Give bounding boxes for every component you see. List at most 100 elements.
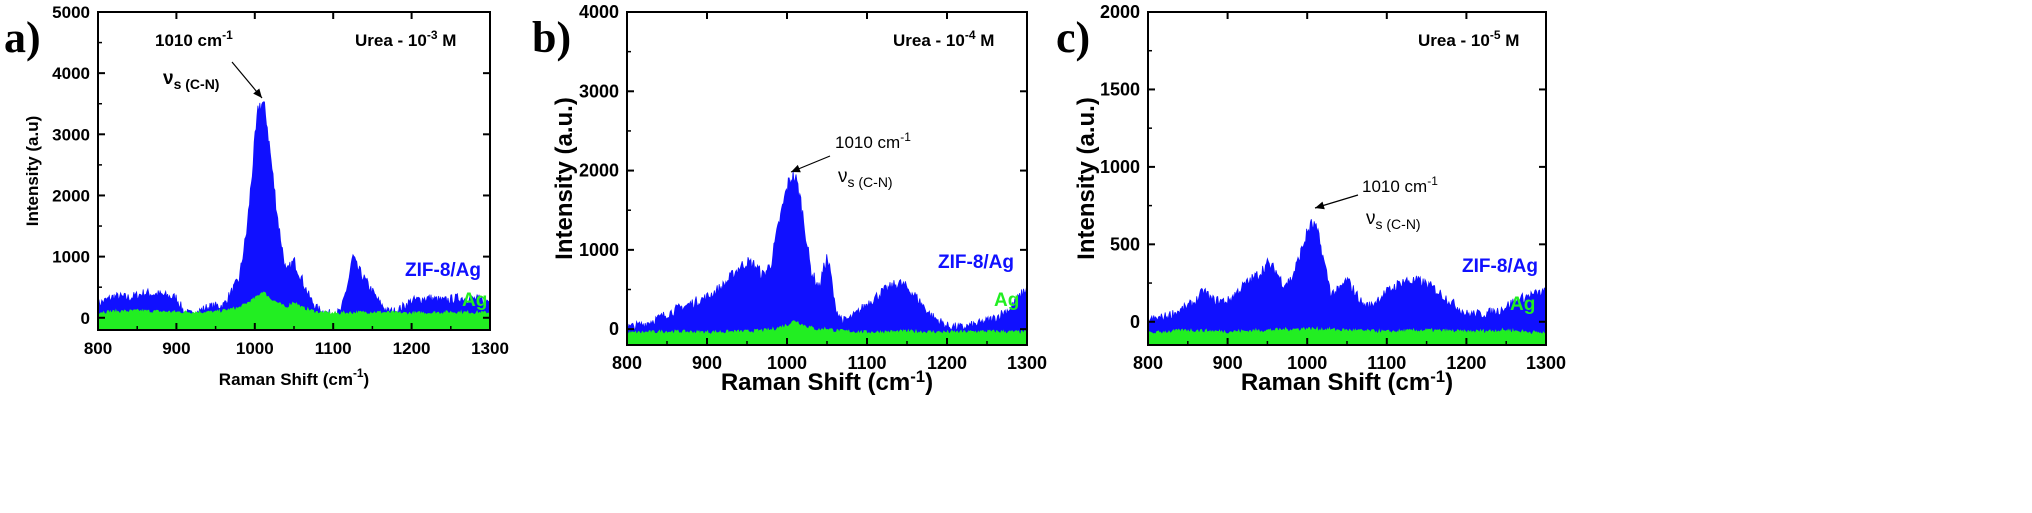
series-area-zif8-ag (626, 171, 1028, 346)
x-tick-label: 1000 (767, 353, 807, 373)
y-tick-label: 2000 (1100, 2, 1140, 22)
peak-mode-sub: s (C-N) (848, 174, 893, 190)
x-tick-label: 1000 (1287, 353, 1327, 373)
peak-wavenumber-sup: -1 (1427, 174, 1438, 188)
condition-text: Urea - 10 (893, 31, 965, 50)
x-tick-label: 1300 (471, 339, 509, 358)
x-axis-label: Raman Shift (cm-1) (219, 366, 369, 389)
peak-wavenumber-sup: -1 (222, 28, 233, 42)
peak-annotation-mode: νs (C-N) (163, 68, 219, 92)
y-tick-label: 1500 (1100, 79, 1140, 99)
x-tick-label: 1300 (1007, 353, 1047, 373)
condition-sup: -3 (427, 28, 438, 42)
x-axis-label-tail: ) (364, 370, 370, 389)
x-axis-label-text: Raman Shift (cm (1241, 369, 1430, 396)
y-tick-label: 5000 (52, 3, 90, 22)
y-tick-label: 0 (81, 309, 90, 328)
y-tick-label: 1000 (1100, 157, 1140, 177)
chart-panel-c: 800 900 1000 1100 1200 1300 0 500 1000 1500 2000 Ra… (1056, 2, 1566, 396)
x-axis-label-tail: ) (1445, 369, 1453, 396)
peak-annotation-wavenumber: 1010 cm-1 (1362, 174, 1438, 196)
peak-wavenumber-sup: -1 (900, 130, 911, 144)
x-tick-label: 800 (612, 353, 642, 373)
condition-tail: M (976, 31, 995, 50)
y-axis-label: Intensity (a.u) (23, 116, 42, 227)
series-label-zif8-ag: ZIF-8/Ag (405, 260, 481, 281)
x-tick-label: 1200 (927, 353, 967, 373)
panel-letter: a) (4, 13, 41, 62)
peak-annotation-mode: νs (C-N) (838, 166, 893, 190)
condition-tail: M (1501, 31, 1520, 50)
condition-text: Urea - 10 (355, 31, 427, 50)
x-tick-label: 1300 (1526, 353, 1566, 373)
peak-mode-nu: ν (838, 166, 848, 187)
condition-sup: -4 (965, 28, 976, 42)
peak-mode-sub: s (C-N) (174, 76, 220, 92)
condition-text: Urea - 10 (1418, 31, 1490, 50)
chart-panel-b: 800 900 1000 1100 1200 1300 0 1000 2000 3000 4000 R… (532, 2, 1047, 396)
peak-mode-sub: s (C-N) (1376, 216, 1421, 232)
y-tick-label: 3000 (52, 125, 90, 144)
series-area-ag (97, 291, 491, 331)
peak-mode-nu: ν (163, 68, 174, 89)
peak-wavenumber-text: 1010 cm (155, 31, 222, 50)
condition-tail: M (438, 31, 457, 50)
series-area-zif8-ag (97, 101, 491, 331)
x-axis-label: Raman Shift (cm-1) (721, 367, 933, 396)
x-axis-label-sup: -1 (353, 366, 364, 380)
peak-arrow-head (1315, 201, 1325, 210)
y-axis-label: Intensity (a.u.) (1073, 97, 1100, 260)
x-axis-label-text: Raman Shift (cm (219, 370, 353, 389)
peak-wavenumber-text: 1010 cm (1362, 177, 1427, 196)
series-label-ag: Ag (994, 290, 1019, 311)
x-tick-label: 900 (692, 353, 722, 373)
x-axis-label-text: Raman Shift (cm (721, 369, 910, 396)
series-area-zif8-ag (1147, 219, 1547, 346)
peak-arrow-head (253, 88, 262, 98)
panel-letter: c) (1056, 13, 1090, 62)
x-tick-label: 1100 (315, 339, 352, 358)
condition-label: Urea - 10-5 M (1418, 28, 1519, 50)
peak-annotation-wavenumber: 1010 cm-1 (835, 130, 911, 152)
series-area-ag (626, 320, 1028, 346)
x-tick-label: 800 (1133, 353, 1163, 373)
peak-mode-nu: ν (1366, 208, 1376, 229)
y-tick-label: 0 (1130, 312, 1140, 332)
y-tick-label: 0 (609, 319, 619, 339)
peak-annotation-mode: νs (C-N) (1366, 208, 1421, 232)
series-label-ag: Ag (1510, 294, 1535, 315)
x-tick-label: 1200 (393, 339, 431, 358)
y-tick-label: 4000 (52, 64, 90, 83)
y-tick-label: 4000 (579, 2, 619, 22)
y-tick-label: 500 (1110, 234, 1140, 254)
series-area-ag (1147, 326, 1547, 346)
panel-letter: b) (532, 13, 571, 62)
peak-arrow-head (791, 164, 801, 173)
x-axis-label-tail: ) (925, 369, 933, 396)
y-tick-label: 2000 (579, 161, 619, 181)
x-tick-label: 900 (1213, 353, 1243, 373)
series-label-zif8-ag: ZIF-8/Ag (938, 252, 1014, 273)
condition-label: Urea - 10-3 M (355, 28, 456, 50)
peak-annotation-wavenumber: 1010 cm-1 (155, 28, 233, 50)
y-axis-label: Intensity (a.u.) (551, 97, 578, 260)
peak-wavenumber-text: 1010 cm (835, 133, 900, 152)
x-axis-label-sup: -1 (1430, 367, 1445, 386)
y-tick-label: 2000 (52, 186, 90, 205)
x-tick-label: 800 (84, 339, 112, 358)
series-label-ag: Ag (462, 290, 487, 311)
condition-sup: -5 (1490, 28, 1501, 42)
x-axis-label: Raman Shift (cm-1) (1241, 367, 1453, 396)
y-tick-label: 1000 (579, 240, 619, 260)
x-tick-label: 1200 (1446, 353, 1486, 373)
x-tick-label: 1000 (236, 339, 274, 358)
x-tick-label: 900 (162, 339, 190, 358)
series-label-zif8-ag: ZIF-8/Ag (1462, 256, 1538, 277)
x-tick-label: 1100 (1367, 353, 1406, 373)
chart-panel-a: 800 900 1000 1100 1200 1300 0 1000 2000 3000 4000 5… (4, 3, 509, 389)
x-axis-label-sup: -1 (910, 367, 925, 386)
y-tick-label: 1000 (52, 248, 90, 267)
y-tick-label: 3000 (579, 81, 619, 101)
x-tick-label: 1100 (847, 353, 886, 373)
